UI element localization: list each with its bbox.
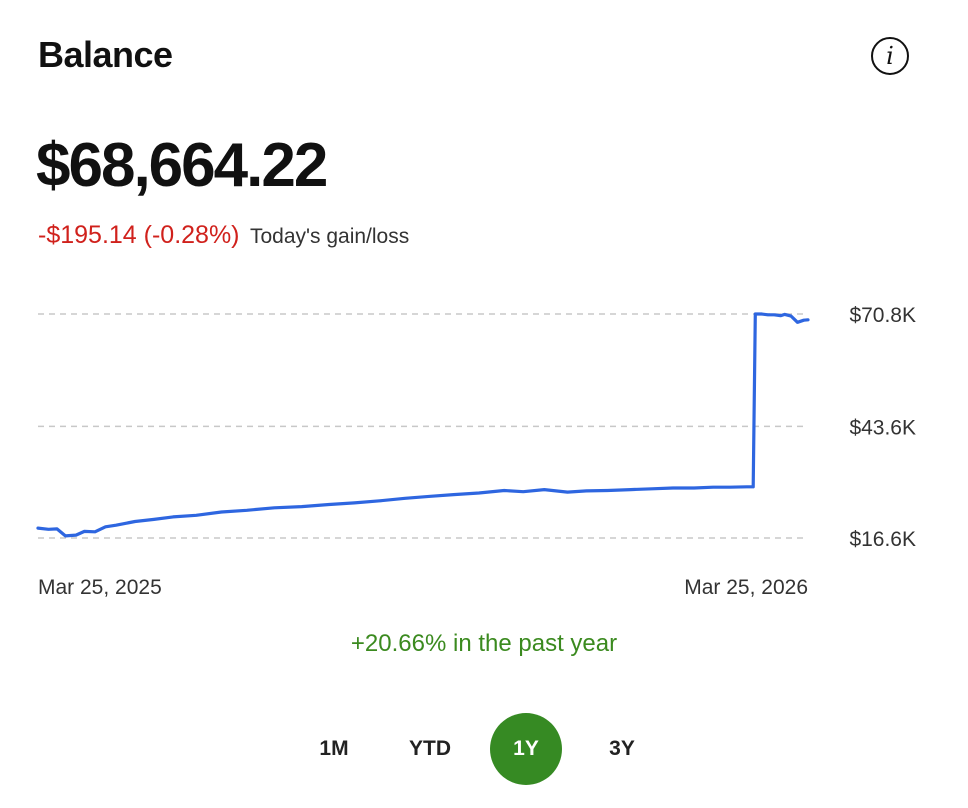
period-button-3y[interactable]: 3Y (609, 737, 635, 760)
todays-change-label: Today's gain/loss (249, 225, 410, 248)
todays-gain-loss: -$195.14 (-0.28%) Today's gain/loss (38, 218, 409, 256)
info-icon: i (886, 42, 894, 70)
balance-value: $68,664.22 (36, 131, 328, 200)
todays-change-value: -$195.14 (-0.28%) (38, 221, 240, 249)
y-tick-label: $70.8K (849, 304, 916, 327)
x-tick-label: Mar 25, 2025 (38, 576, 162, 599)
chart-series (36, 312, 810, 538)
balance-line-chart: $16.6K$43.6K$70.8K Mar 25, 2025 Mar 25, 2… (36, 304, 916, 599)
x-tick-label: Mar 25, 2026 (684, 576, 808, 599)
y-axis-tick-labels: $16.6K $43.6K $70.8K (849, 304, 916, 551)
x-axis-tick-labels: Mar 25, 2025 Mar 25, 2026 (38, 576, 808, 599)
info-button[interactable]: i (871, 37, 909, 75)
period-button-1y[interactable]: 1Y (490, 713, 562, 785)
period-button-1m[interactable]: 1M (319, 737, 349, 760)
y-tick-label: $16.6K (849, 528, 916, 551)
period-button-ytd[interactable]: YTD (409, 737, 451, 760)
period-performance-summary: +20.66% in the past year (350, 630, 618, 657)
y-tick-label: $43.6K (849, 416, 916, 439)
chart-gridlines (38, 313, 808, 539)
page-title: Balance (38, 34, 173, 75)
balance-series-line (36, 312, 810, 538)
period-selector: 1M YTD 1Y 3Y (0, 710, 968, 790)
